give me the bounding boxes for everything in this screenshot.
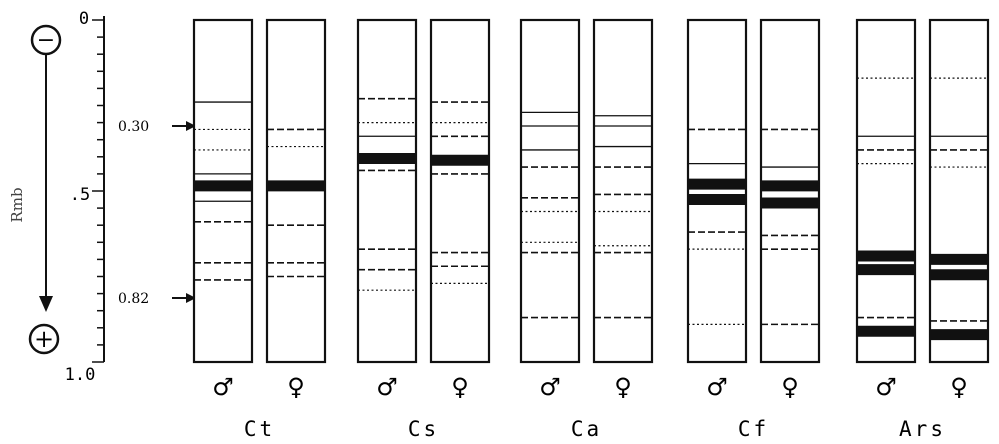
gel-lanes: ♂ ♀Ct♂ ♀Cs♂ ♀Ca♂ ♀Cf♂ ♀Ars — [192, 18, 990, 441]
marker-label-082: 0.82 — [118, 291, 149, 307]
arrowhead-icon — [39, 296, 53, 312]
male-symbol-icon: ♂ — [706, 373, 728, 401]
species-label: Ct — [244, 417, 275, 441]
axis-title: Rmb — [8, 187, 26, 222]
gel-lane-female — [429, 18, 491, 364]
species-label: Cf — [738, 417, 769, 441]
axis-label-bottom: 1.0 — [65, 365, 96, 385]
female-symbol-icon: ♀ — [950, 373, 968, 401]
marker-082: 0.82 — [118, 291, 196, 307]
gel-lane-male — [519, 18, 581, 364]
axis-label-top: 0 — [79, 9, 89, 29]
species-group-ca: ♂ ♀ Ca — [519, 18, 654, 441]
species-group-cs: ♂ ♀ Cs — [356, 18, 491, 441]
positive-pole-icon — [28, 323, 60, 355]
axis-label-mid: .5 — [70, 185, 90, 205]
male-symbol-icon: ♂ — [875, 373, 897, 401]
marker-arrow-icon-082 — [186, 293, 196, 303]
species-group-cf: ♂ ♀ Cf — [686, 18, 821, 441]
species-label: Ars — [899, 417, 946, 441]
species-group-ct: ♂ ♀ Ct — [192, 18, 327, 441]
species-group-ars: ♂ ♀Ars — [855, 18, 990, 441]
gel-lane-male — [686, 18, 748, 364]
positive-pole-sign: + — [34, 325, 54, 353]
marker-arrow-icon-030 — [186, 121, 196, 131]
rmb-axis: 0 .5 1.0 — [65, 9, 105, 385]
female-symbol-icon: ♀ — [781, 373, 799, 401]
male-symbol-icon: ♂ — [376, 373, 398, 401]
female-symbol-icon: ♀ — [451, 373, 469, 401]
gel-lane-female — [592, 18, 654, 364]
female-symbol-icon: ♀ — [614, 373, 632, 401]
marker-030: 0.30 — [118, 119, 196, 135]
gel-lane-male — [356, 18, 418, 364]
gel-lane-male — [855, 18, 917, 364]
female-symbol-icon: ♀ — [287, 373, 305, 401]
gel-lane-female — [928, 18, 990, 364]
species-label: Cs — [408, 417, 439, 441]
species-label: Ca — [571, 417, 602, 441]
polarity-arrow: − + — [28, 24, 62, 355]
negative-pole-sign: − — [37, 28, 55, 53]
marker-label-030: 0.30 — [118, 119, 149, 135]
male-symbol-icon: ♂ — [212, 373, 234, 401]
male-symbol-icon: ♂ — [539, 373, 561, 401]
